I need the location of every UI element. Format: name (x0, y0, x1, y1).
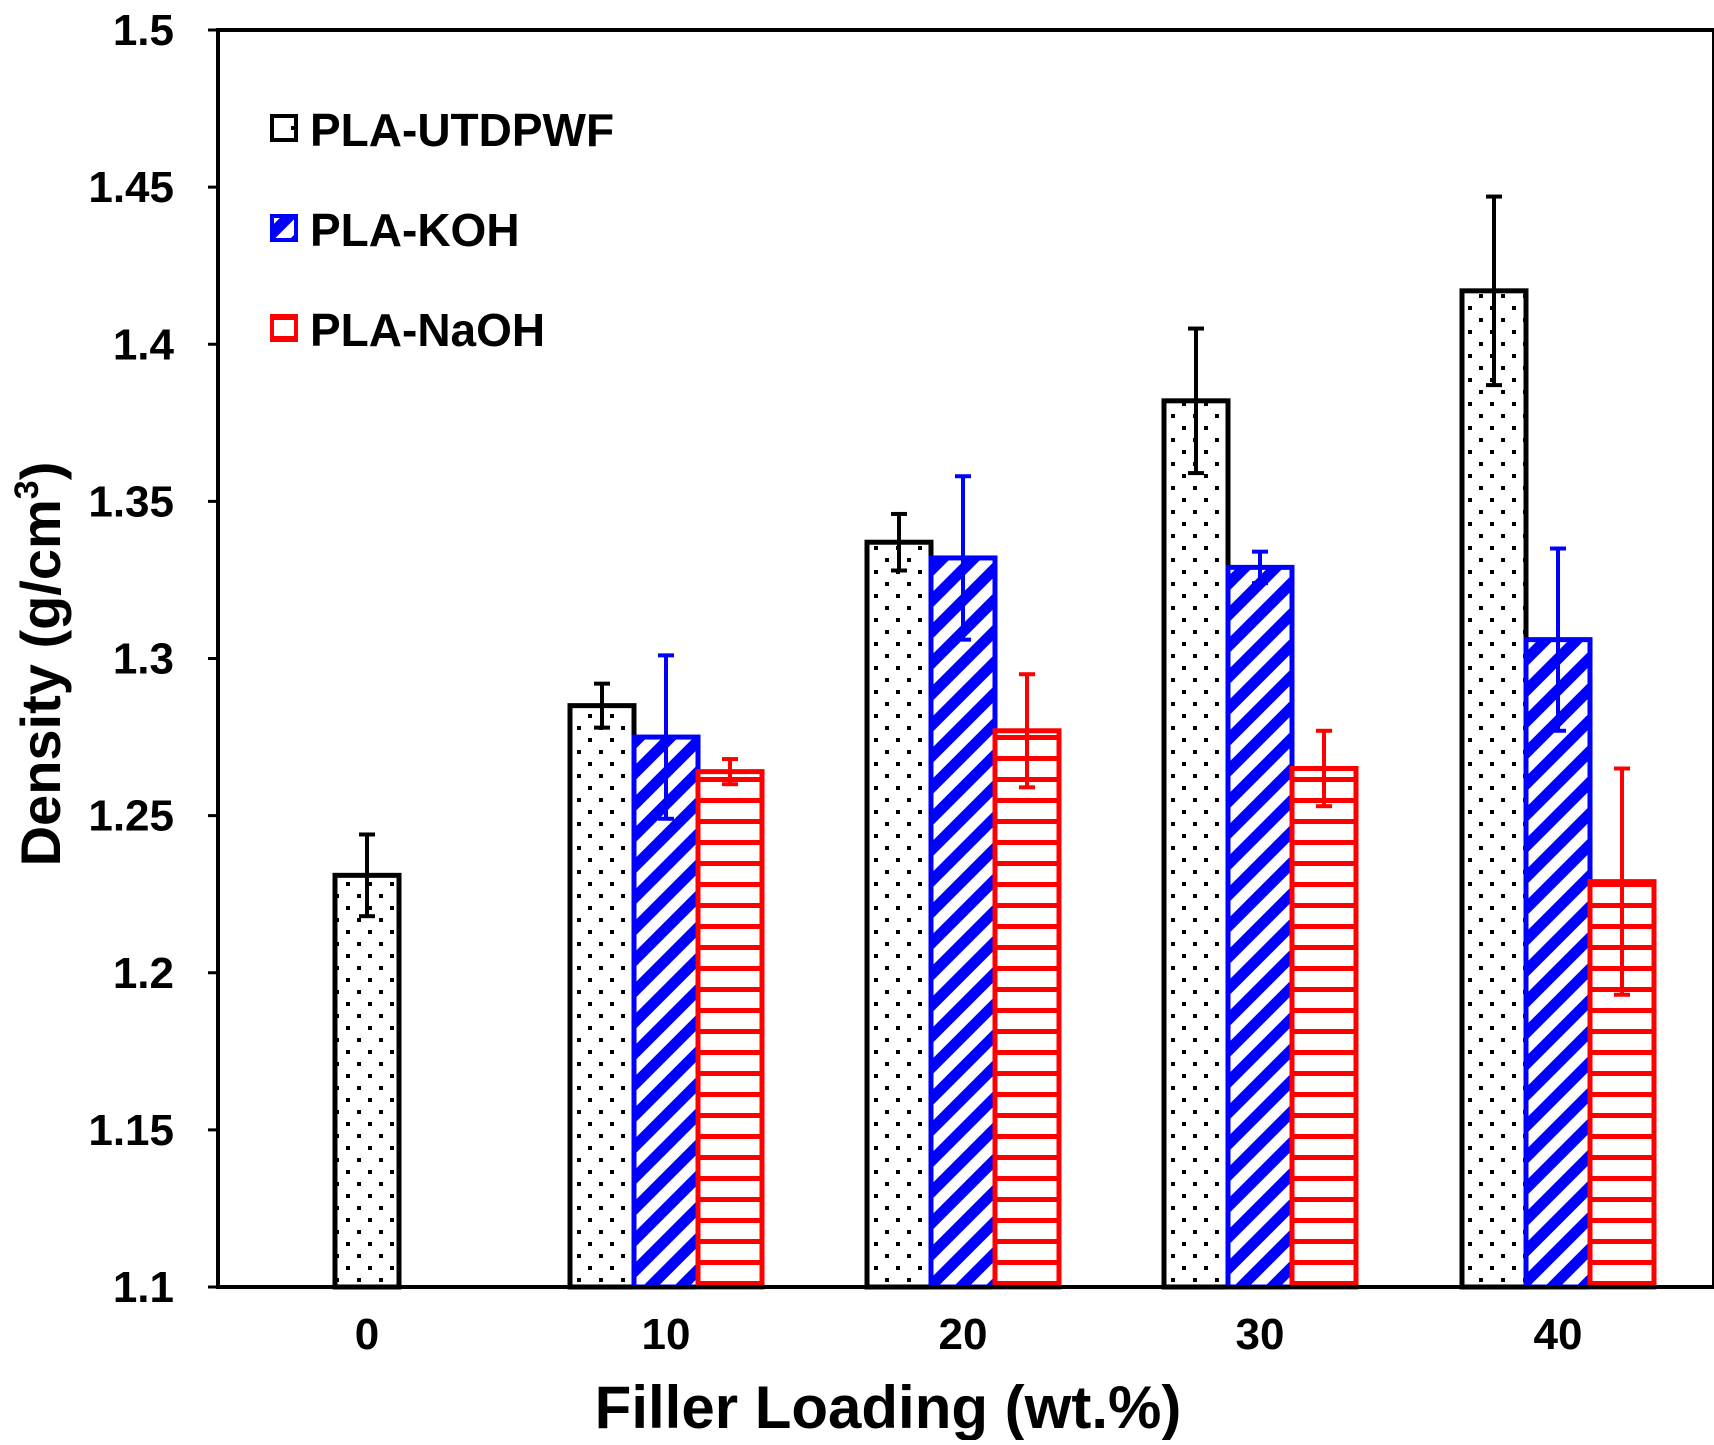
y-tick-label: 1.15 (88, 1106, 174, 1155)
legend-label: PLA-NaOH (310, 304, 545, 356)
x-axis-ticks: 0 10 20 30 40 (355, 1310, 1583, 1359)
x-tick-label: 0 (355, 1310, 379, 1359)
error-bar-pla-utdpwf-0 (359, 832, 375, 919)
y-tick-label: 1.4 (113, 320, 175, 369)
y-axis-label-superscript: 3 (8, 480, 46, 499)
error-bar-pla-naoh-30 (1316, 728, 1332, 809)
x-tick-label: 20 (939, 1310, 988, 1359)
error-bar-pla-naoh-40 (1614, 766, 1630, 997)
y-tick-label: 1.3 (113, 635, 174, 684)
y-tick-label: 1.2 (113, 949, 174, 998)
y-axis-label-close: ) (9, 462, 72, 481)
bar-pla-koh-30 (1225, 564, 1295, 1290)
error-bar-pla-koh-10 (658, 653, 674, 821)
legend-swatch (270, 114, 298, 142)
error-bar-pla-utdpwf-20 (891, 511, 907, 573)
error-bar-pla-utdpwf-40 (1486, 194, 1502, 388)
y-axis-label-main: Density (g/cm (9, 499, 72, 866)
x-tick-label: 10 (642, 1310, 691, 1359)
legend-item-pla-utdpwf: PLA-UTDPWF (270, 104, 614, 156)
bar-pla-koh-40 (1523, 637, 1593, 1290)
bar-pla-utdpwf-40 (1459, 288, 1529, 1290)
error-bar-pla-naoh-10 (722, 757, 738, 787)
x-tick-label: 40 (1534, 1310, 1583, 1359)
error-bar-pla-utdpwf-10 (594, 681, 610, 730)
legend-swatch (270, 314, 298, 342)
legend: PLA-UTDPWF PLA-KOH PLA-NaOH (270, 104, 614, 356)
legend-item-pla-naoh: PLA-NaOH (270, 304, 545, 356)
y-axis-ticks: 1.1 1.15 1.2 1.25 1.3 1.35 1.4 1.45 1.5 (88, 6, 218, 1312)
legend-swatch (270, 214, 298, 242)
bar-pla-naoh-10 (695, 769, 765, 1290)
y-axis-label: Density (g/cm3) (8, 462, 72, 867)
error-bar-pla-koh-40 (1550, 546, 1566, 733)
bar-pla-utdpwf-20 (864, 539, 934, 1290)
y-tick-label: 1.45 (88, 163, 174, 212)
error-bar-pla-naoh-20 (1019, 672, 1035, 790)
bar-pla-utdpwf-30 (1161, 398, 1231, 1290)
error-bar-pla-utdpwf-30 (1188, 326, 1204, 476)
bar-pla-naoh-20 (992, 728, 1062, 1290)
y-tick-label: 1.5 (113, 6, 174, 55)
bar-pla-koh-20 (928, 555, 998, 1290)
bar-pla-utdpwf-10 (567, 703, 637, 1290)
x-axis-label: Filler Loading (wt.%) (595, 1374, 1182, 1440)
error-bar-pla-koh-20 (955, 474, 971, 642)
bar-pla-utdpwf-0 (332, 872, 402, 1290)
x-tick-label: 30 (1236, 1310, 1285, 1359)
error-bars-layer (359, 194, 1630, 997)
bar-pla-naoh-30 (1289, 765, 1359, 1290)
legend-label: PLA-KOH (310, 204, 520, 256)
bars-layer (332, 288, 1657, 1290)
y-tick-label: 1.35 (88, 477, 174, 526)
y-tick-label: 1.25 (88, 792, 174, 841)
legend-label: PLA-UTDPWF (310, 104, 614, 156)
y-tick-label: 1.1 (113, 1263, 174, 1312)
error-bar-pla-koh-30 (1252, 549, 1268, 586)
legend-item-pla-koh: PLA-KOH (270, 204, 520, 256)
